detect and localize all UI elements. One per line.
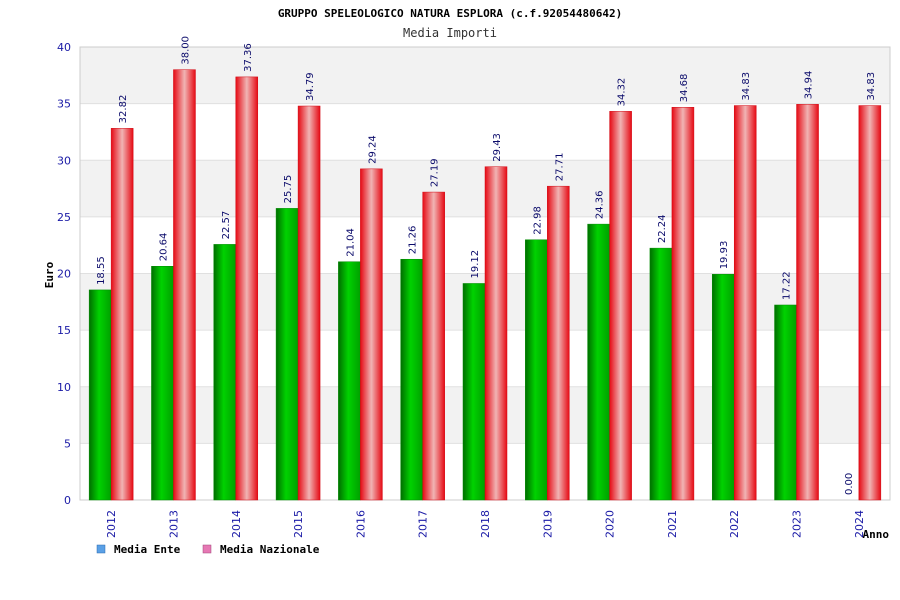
legend-swatch-nazionale bbox=[202, 544, 212, 554]
bar-media-nazionale bbox=[173, 69, 196, 501]
bar-media-nazionale bbox=[422, 191, 445, 501]
x-tick-label: 2024 bbox=[853, 510, 866, 538]
data-label-media-nazionale: 34.32 bbox=[617, 78, 628, 107]
bar-media-ente bbox=[338, 261, 361, 501]
data-label-media-ente: 19.12 bbox=[470, 250, 481, 279]
x-tick-label: 2023 bbox=[791, 510, 804, 538]
data-label-media-ente: 21.04 bbox=[345, 228, 356, 257]
data-label-media-nazionale: 29.24 bbox=[367, 135, 378, 164]
y-axis-label: Euro bbox=[43, 261, 56, 288]
data-label-media-ente: 21.26 bbox=[408, 226, 419, 255]
y-tick-label: 15 bbox=[57, 324, 71, 337]
bar-media-ente bbox=[462, 283, 486, 501]
legend-label-nazionale: Media Nazionale bbox=[220, 543, 320, 556]
data-label-media-ente: 20.64 bbox=[158, 233, 169, 262]
data-label-media-ente: 17.22 bbox=[782, 271, 793, 300]
y-tick-label: 0 bbox=[64, 494, 71, 507]
data-label-media-nazionale: 27.19 bbox=[430, 158, 441, 187]
bar-media-nazionale bbox=[110, 128, 134, 501]
bar-media-ente bbox=[400, 258, 423, 501]
bar-media-nazionale bbox=[671, 106, 695, 501]
bar-media-nazionale bbox=[297, 105, 321, 501]
bar-media-nazionale bbox=[484, 166, 508, 501]
x-tick-label: 2012 bbox=[105, 510, 118, 538]
bar-media-ente bbox=[525, 239, 548, 501]
bar-media-nazionale bbox=[360, 168, 383, 501]
data-label-media-nazionale: 34.79 bbox=[305, 72, 316, 101]
bar-media-nazionale bbox=[547, 185, 570, 501]
bar-media-nazionale bbox=[858, 105, 882, 501]
bar-media-nazionale bbox=[235, 76, 259, 501]
data-label-media-ente: 25.75 bbox=[283, 175, 294, 204]
bar-media-ente bbox=[213, 244, 237, 501]
bar-media-ente bbox=[711, 274, 735, 501]
y-tick-label: 5 bbox=[64, 437, 71, 450]
x-tick-label: 2014 bbox=[230, 510, 243, 538]
data-label-media-ente: 19.93 bbox=[719, 241, 730, 270]
bar-media-nazionale bbox=[609, 111, 632, 501]
x-tick-label: 2018 bbox=[479, 510, 492, 538]
data-label-media-nazionale: 32.82 bbox=[118, 95, 129, 124]
data-label-media-nazionale: 34.83 bbox=[741, 72, 752, 101]
x-tick-label: 2016 bbox=[354, 510, 367, 538]
legend-label-ente: Media Ente bbox=[114, 543, 181, 556]
x-tick-label: 2019 bbox=[541, 510, 554, 538]
bar-media-ente bbox=[151, 266, 174, 501]
x-axis-label: Anno bbox=[863, 528, 890, 541]
bar-media-ente bbox=[587, 223, 610, 501]
y-tick-label: 40 bbox=[57, 41, 71, 54]
data-label-media-nazionale: 34.68 bbox=[679, 74, 690, 103]
chart-title: GRUPPO SPELEOLOGICO NATURA ESPLORA (c.f.… bbox=[278, 7, 622, 20]
x-tick-label: 2013 bbox=[167, 510, 180, 538]
x-tick-label: 2022 bbox=[728, 510, 741, 538]
data-label-media-nazionale: 34.83 bbox=[866, 72, 877, 101]
data-label-media-nazionale: 37.36 bbox=[243, 43, 254, 72]
bar-media-ente bbox=[649, 247, 673, 501]
data-label-media-ente: 22.57 bbox=[221, 211, 232, 240]
data-label-media-ente: 24.36 bbox=[595, 190, 606, 219]
bar-media-nazionale bbox=[796, 104, 819, 501]
bar-media-ente bbox=[774, 304, 797, 501]
data-label-media-ente: 18.55 bbox=[96, 256, 107, 285]
y-tick-label: 35 bbox=[57, 98, 71, 111]
data-label-media-nazionale: 38.00 bbox=[180, 36, 191, 65]
bar-media-nazionale bbox=[733, 105, 757, 501]
y-tick-label: 25 bbox=[57, 211, 71, 224]
chart-subtitle: Media Importi bbox=[403, 26, 497, 40]
data-label-media-ente: 22.98 bbox=[532, 206, 543, 235]
plot-area: 0 5 10 15 20 25 30 35 40 18.55 32.82 2012 20.64 38.00… bbox=[57, 36, 891, 538]
data-label-media-nazionale: 29.43 bbox=[492, 133, 503, 162]
data-label-media-ente: 22.24 bbox=[657, 214, 668, 243]
y-tick-label: 20 bbox=[57, 268, 71, 281]
y-tick-label: 10 bbox=[57, 381, 71, 394]
grid-band bbox=[80, 47, 890, 104]
data-label-media-nazionale: 27.71 bbox=[554, 153, 565, 182]
data-label-media-ente: 0.00 bbox=[844, 473, 855, 495]
bar-media-ente bbox=[88, 289, 112, 501]
x-tick-label: 2021 bbox=[666, 510, 679, 538]
legend: Media Ente Media Nazionale bbox=[96, 543, 320, 556]
y-tick-label: 30 bbox=[57, 154, 71, 167]
data-label-media-nazionale: 34.94 bbox=[804, 71, 815, 100]
bar-media-ente bbox=[275, 208, 299, 501]
x-tick-label: 2017 bbox=[417, 510, 430, 538]
x-tick-label: 2020 bbox=[604, 510, 617, 538]
x-tick-label: 2015 bbox=[292, 510, 305, 538]
legend-swatch-ente bbox=[96, 544, 106, 554]
